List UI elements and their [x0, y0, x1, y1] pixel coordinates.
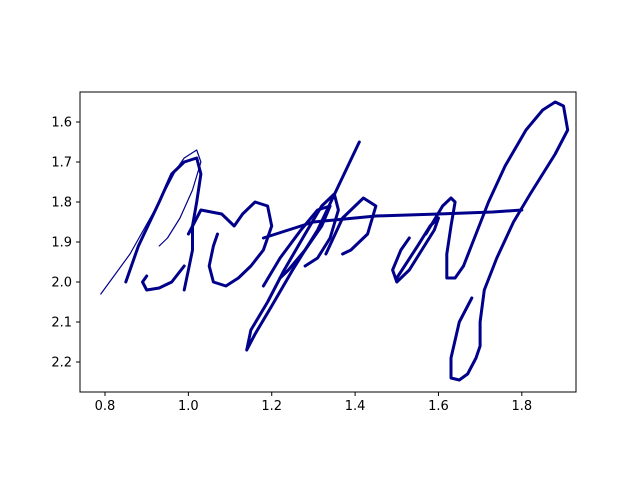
x-tick-label: 0.8 — [95, 399, 116, 414]
y-tick-label: 1.8 — [51, 196, 72, 211]
x-tick-label: 1.0 — [178, 399, 199, 414]
signature-stroke-3 — [141, 264, 186, 292]
y-tick-label: 1.7 — [51, 156, 72, 171]
y-tick-label: 2.1 — [51, 316, 72, 331]
x-tick-label: 1.8 — [511, 399, 532, 414]
y-tick-label: 1.6 — [51, 116, 72, 131]
x-axis: 0.8 1.0 1.2 1.4 1.6 1.8 — [95, 392, 532, 414]
y-tick-label: 2.0 — [51, 276, 72, 291]
x-tick-label: 1.4 — [345, 399, 366, 414]
y-tick-label: 2.2 — [51, 356, 72, 371]
signature-stroke-8 — [261, 208, 524, 240]
signature-strokes — [100, 100, 570, 382]
y-axis: 1.6 1.7 1.8 1.9 2.0 2.1 2.2 — [51, 116, 80, 371]
x-tick-label: 1.2 — [261, 399, 282, 414]
signature-stroke-10 — [424, 196, 465, 280]
signature-stroke-11 — [449, 100, 570, 382]
signature-stroke-2 — [124, 156, 203, 292]
x-tick-label: 1.6 — [428, 399, 449, 414]
y-tick-label: 1.9 — [51, 236, 72, 251]
